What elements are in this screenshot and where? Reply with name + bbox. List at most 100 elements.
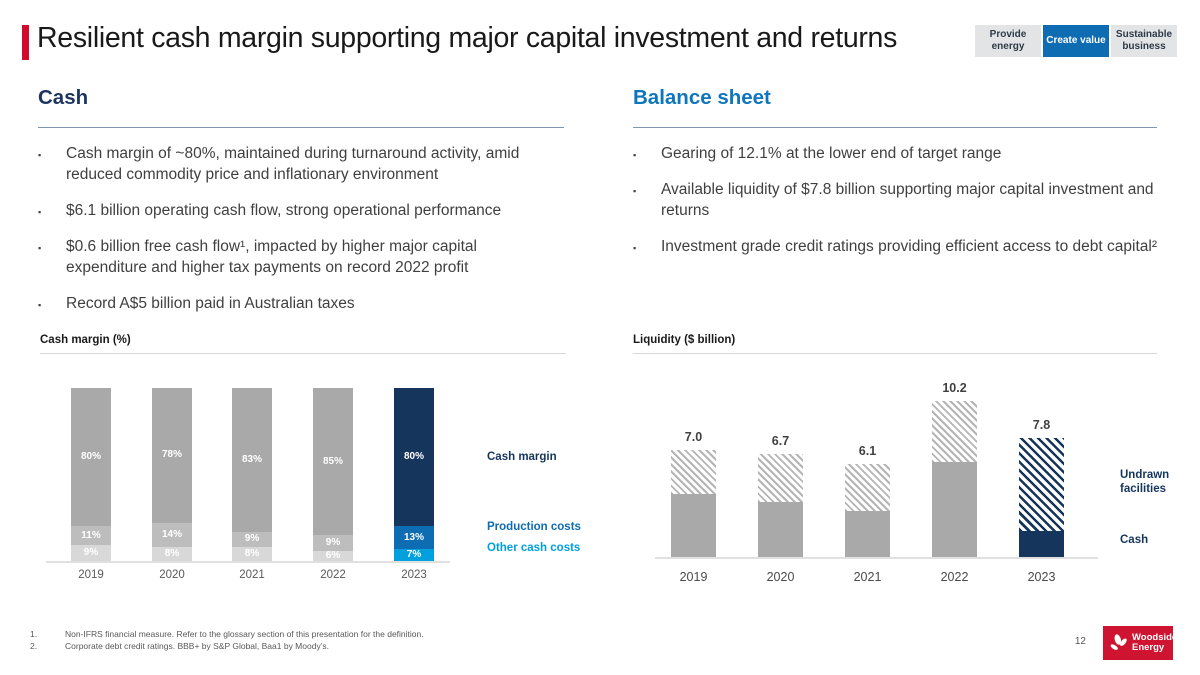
segment-cash: [758, 501, 803, 557]
x-axis-label: 2021: [853, 570, 882, 584]
legend-cash: Cash: [1120, 534, 1149, 546]
liquidity-chart: 7.0 2019 6.7 2020 6.1 2021 10.2 2022 7.8 2023: [655, 380, 1115, 593]
segment-cash-margin: 80%: [394, 388, 434, 527]
x-axis-label: 2019: [679, 570, 708, 584]
x-axis-label: 2023: [401, 569, 427, 581]
page-title: Resilient cash margin supporting major c…: [37, 22, 898, 54]
bullet-item: ▪ Available liquidity of $7.8 billion sup…: [633, 180, 1160, 222]
footnote-1: 1. Non-IFRS financial measure. Refer to …: [30, 628, 424, 640]
cash-margin-chart: 80% 11% 9% 2019 78% 14% 8% 2020 83% 9% 8% 2021 85% 9%…: [40, 388, 570, 588]
segment-cash: [671, 494, 716, 557]
segment-production-costs: 9%: [313, 535, 353, 551]
x-axis-label: 2022: [940, 570, 969, 584]
liquidity-chart-rule: [633, 353, 1157, 354]
segment-cash-margin: 85%: [313, 388, 353, 536]
bullet-item: ▪ $0.6 billion free cash flow¹, impacted …: [38, 237, 560, 279]
segment-undrawn-facilities: [932, 400, 977, 463]
bullet-item: ▪ Investment grade credit ratings providi…: [633, 237, 1160, 258]
total-label: 7.8: [1032, 417, 1051, 432]
segment-cash: [845, 511, 890, 557]
logo-line2: Energy: [1132, 642, 1165, 653]
liquidity-chart-baseline: [655, 557, 1098, 559]
legend-cash-margin: Cash margin: [487, 451, 557, 463]
segment-production-costs: 14%: [152, 522, 192, 548]
badge-create-value[interactable]: Create value: [1043, 25, 1109, 57]
segment-undrawn-facilities: [1019, 437, 1064, 531]
balance-sheet-heading-rule: [633, 127, 1157, 128]
segment-undrawn-facilities: [845, 463, 890, 512]
bullet-text: $6.1 billion operating cash flow, strong…: [66, 201, 502, 219]
bullet-text: Investment grade credit ratings providin…: [661, 237, 1157, 255]
liquidity-bar-2019: [671, 449, 716, 557]
bullet-text: Available liquidity of $7.8 billion supp…: [661, 180, 1154, 219]
bullet-text: Gearing of 12.1% at the lower end of tar…: [661, 145, 1002, 162]
segment-other-cash-costs: 7%: [394, 548, 434, 561]
footnote-1-number: 1.: [30, 629, 38, 639]
segment-cash: [932, 462, 977, 557]
bullet-marker: ▪: [38, 150, 42, 160]
segment-production-costs: 13%: [394, 526, 434, 549]
bullet-item: ▪ Gearing of 12.1% at the lower end of ta…: [633, 144, 1160, 165]
balance-sheet-section-heading: Balance sheet: [633, 86, 771, 109]
bullet-text: $0.6 billion free cash flow¹, impacted b…: [66, 237, 477, 276]
liquidity-chart-title: Liquidity ($ billion): [633, 334, 736, 346]
bullet-text: Record A$5 billion paid in Australian ta…: [66, 294, 355, 312]
page-number: 12: [1074, 636, 1086, 647]
legend-undrawn-facilities: Undrawn facilities: [1120, 469, 1170, 496]
segment-other-cash-costs: 8%: [152, 547, 192, 561]
legend-production-costs: Production costs: [487, 521, 581, 533]
cash-margin-chart-baseline: [46, 561, 450, 563]
bullet-item: ▪ Record A$5 billion paid in Australian t…: [38, 294, 560, 315]
segment-other-cash-costs: 9%: [71, 545, 111, 561]
cash-margin-bar-2019: 80% 11% 9%: [71, 388, 111, 561]
cash-margin-bar-2023: 80% 13% 7%: [394, 388, 434, 561]
segment-cash: [1019, 530, 1064, 557]
woodside-energy-logo: Woodside Energy: [1103, 626, 1177, 660]
x-axis-label: 2020: [159, 569, 185, 581]
x-axis-label: 2021: [239, 569, 265, 581]
cash-margin-bar-2022: 85% 9% 6%: [313, 388, 353, 561]
cash-margin-chart-rule: [40, 353, 566, 354]
badge-sustainable-business[interactable]: Sustainable business: [1111, 25, 1177, 57]
bullet-marker: ▪: [633, 242, 637, 253]
cash-bullet-list: ▪ Cash margin of ~80%, maintained during …: [38, 144, 560, 330]
x-axis-label: 2023: [1027, 570, 1056, 584]
bullet-marker: ▪: [38, 206, 42, 217]
segment-undrawn-facilities: [758, 454, 803, 502]
segment-cash-margin: 78%: [152, 388, 192, 523]
bullet-marker: ▪: [633, 185, 637, 196]
footnote-1-text: Non-IFRS financial measure. Refer to the…: [65, 629, 424, 639]
badge-provide-energy[interactable]: Provide energy: [975, 25, 1041, 57]
cash-margin-bar-2020: 78% 14% 8%: [152, 388, 192, 561]
woodside-flower-icon: [1108, 633, 1129, 654]
strategy-badges: Provide energy Create value Sustainable …: [975, 25, 1177, 57]
bullet-marker: ▪: [38, 299, 42, 310]
total-label: 6.1: [858, 443, 877, 458]
segment-cash-margin: 83%: [232, 388, 272, 532]
segment-production-costs: 9%: [232, 531, 272, 548]
logo-text: Woodside Energy: [1132, 631, 1178, 654]
segment-other-cash-costs: 6%: [313, 550, 353, 561]
liquidity-bar-2022: [932, 400, 977, 557]
cash-margin-chart-title: Cash margin (%): [40, 334, 131, 346]
logo-line1: Woodside: [1132, 631, 1178, 643]
liquidity-bar-2021: [845, 463, 890, 557]
total-label: 7.0: [684, 429, 703, 444]
title-accent-bar: [22, 25, 29, 60]
bullet-text: Cash margin of ~80%, maintained during t…: [66, 145, 520, 183]
total-label: 6.7: [771, 434, 790, 449]
liquidity-bar-2023: [1019, 437, 1064, 557]
legend-other-cash-costs: Other cash costs: [487, 542, 581, 554]
segment-production-costs: 11%: [71, 526, 111, 546]
bullet-item: ▪ Cash margin of ~80%, maintained during …: [38, 144, 560, 186]
footnotes: 1. Non-IFRS financial measure. Refer to …: [30, 628, 424, 653]
footnote-2-number: 2.: [30, 641, 38, 652]
segment-cash-margin: 80%: [71, 388, 111, 527]
total-label: 10.2: [942, 380, 967, 395]
cash-section-heading: Cash: [38, 86, 89, 109]
balance-sheet-bullet-list: ▪ Gearing of 12.1% at the lower end of ta…: [633, 144, 1160, 273]
segment-other-cash-costs: 8%: [232, 547, 272, 561]
x-axis-label: 2020: [766, 570, 795, 584]
footnote-2: 2. Corporate debt credit ratings. BBB+ b…: [30, 640, 424, 652]
